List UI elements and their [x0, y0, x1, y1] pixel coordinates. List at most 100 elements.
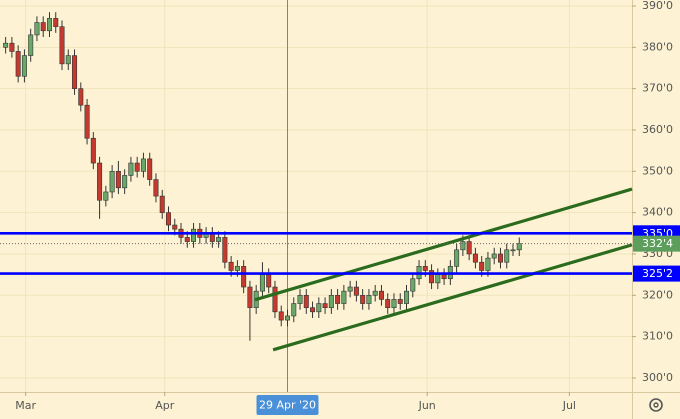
x-tick-label: Jun [418, 399, 436, 412]
candle-body [34, 22, 40, 36]
candle-body [285, 315, 291, 321]
candle-body [510, 249, 516, 252]
candle-body [335, 294, 341, 304]
candle-body [341, 290, 347, 304]
candle-body [191, 228, 197, 242]
last-price-label: 332'4 [642, 237, 673, 250]
candle-body [360, 294, 366, 304]
candle-body [15, 51, 21, 77]
candle-body [28, 34, 34, 56]
candle-body [410, 278, 416, 292]
candle-body [353, 286, 359, 296]
candle-body [40, 22, 46, 32]
candle-body [153, 179, 159, 197]
candle-body [216, 237, 222, 242]
candle-body [109, 171, 115, 193]
settings-icon[interactable] [649, 398, 663, 412]
candle-body [435, 274, 441, 284]
candle-body [366, 294, 372, 304]
candle-body [122, 175, 128, 189]
candle-body [247, 286, 253, 308]
candle-body [97, 162, 103, 201]
level-badge [633, 265, 680, 282]
candle-body [372, 290, 378, 296]
candle-body [297, 294, 303, 304]
crosshair-badge [256, 395, 319, 415]
candle-body [391, 299, 397, 308]
candle-body [234, 266, 240, 271]
y-tick-label: 390'0 [642, 0, 673, 12]
y-tick-label: 380'0 [642, 40, 673, 53]
candle-body [134, 162, 140, 172]
candle-body [504, 249, 510, 263]
level-badge-label: 325'2 [642, 267, 673, 280]
axes: 300'0310'0320'0330'0340'0350'0360'0370'0… [15, 0, 680, 415]
candle-body [460, 241, 466, 251]
candle-body [303, 294, 309, 308]
candle-body [472, 253, 478, 263]
candle-body [228, 261, 234, 271]
candle-body [404, 290, 410, 304]
candle-body [241, 266, 247, 288]
crosshair-label: 29 Apr '20 [259, 399, 316, 412]
x-tick-label: Apr [155, 399, 175, 412]
candle-body [3, 42, 9, 48]
candle-body [497, 253, 503, 263]
candle-body [78, 88, 84, 106]
candle-body [385, 299, 391, 308]
candle-body [322, 303, 328, 308]
candle-body [328, 294, 334, 308]
grid [0, 0, 632, 392]
candle-body [378, 290, 384, 300]
candle-body [165, 212, 171, 226]
candle-body [347, 286, 353, 292]
candle-body [222, 237, 228, 263]
candle-body [46, 18, 52, 32]
candle-body [65, 55, 71, 65]
candle-body [466, 241, 472, 255]
candle-body [485, 257, 491, 271]
last-price-badge [633, 235, 680, 252]
x-tick-label: Jul [562, 399, 576, 412]
y-tick-label: 360'0 [642, 123, 673, 136]
plot [0, 0, 633, 392]
settings-gear-center[interactable] [653, 402, 659, 408]
candle-body [441, 274, 447, 280]
candle-body [259, 274, 265, 292]
candle-body [115, 171, 121, 189]
candle-body [103, 191, 109, 201]
candle-body [140, 158, 146, 172]
y-tick-label: 370'0 [642, 82, 673, 95]
candle-body [84, 104, 90, 139]
y-tick-label: 350'0 [642, 164, 673, 177]
y-tick-label: 320'0 [642, 288, 673, 301]
candle-body [72, 55, 78, 89]
candle-body [479, 261, 485, 271]
candle-body [291, 303, 297, 317]
candle-body [147, 158, 153, 180]
candle-body [59, 26, 65, 65]
candle-body [90, 137, 96, 164]
candle-body [491, 253, 497, 259]
candle-body [429, 270, 435, 284]
candle-body [278, 311, 284, 321]
candle-body [310, 307, 316, 313]
x-tick-label: Mar [15, 399, 36, 412]
candle-body [397, 299, 403, 304]
candle-body [128, 162, 134, 176]
candle-body [266, 274, 272, 288]
candle-body [272, 286, 278, 313]
trend-line [272, 243, 633, 352]
candle-body [159, 195, 165, 213]
candle-body [21, 55, 27, 77]
candle-body [53, 18, 59, 27]
y-tick-label: 300'0 [642, 371, 673, 384]
y-tick-label: 340'0 [642, 206, 673, 219]
candle-body [9, 42, 15, 52]
candle-body [184, 237, 190, 242]
candle-body [454, 249, 460, 267]
settings-gear[interactable] [649, 398, 663, 412]
